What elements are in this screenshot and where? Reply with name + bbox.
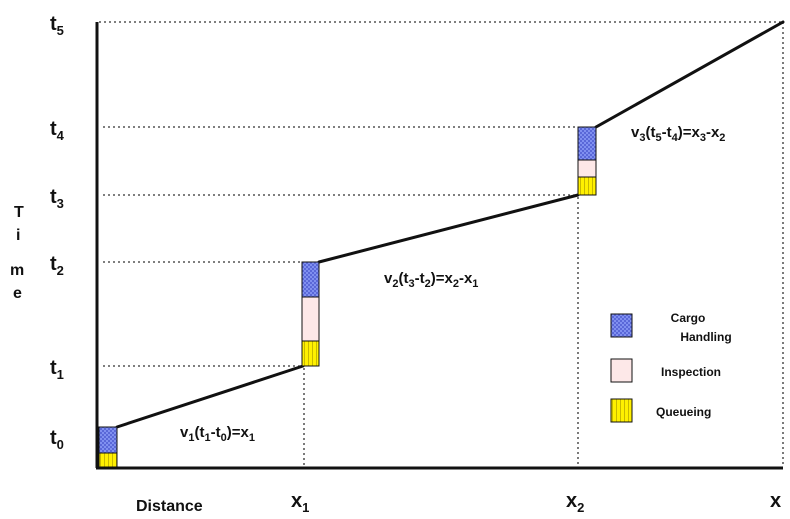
equation-subscript: 1 — [204, 432, 210, 444]
x1-cargo-block — [301, 261, 320, 298]
equation-subscript: 1 — [472, 278, 478, 290]
x1-queueing-block — [301, 340, 320, 367]
equation-text: -t — [211, 424, 221, 441]
equation-text: -t — [415, 270, 425, 287]
equation-text: -x — [706, 124, 720, 141]
equation-text: v — [384, 270, 393, 287]
distance-tick-x2: x2 — [566, 490, 584, 515]
time-tick-t0: t0 — [50, 427, 64, 452]
time-tick-t1: t1 — [50, 357, 64, 382]
y-axis-title-letter: i — [16, 227, 20, 244]
equation-subscript: 2 — [392, 278, 398, 290]
guide-lines — [99, 21, 784, 466]
travel-segment-1 — [115, 364, 305, 429]
equation-text: v — [180, 424, 189, 441]
equation-subscript: 3 — [408, 278, 414, 290]
time-tick-t5: t5 — [50, 13, 64, 38]
equation-subscript: 3 — [639, 132, 645, 144]
equation-text: -x — [459, 270, 473, 287]
equation-subscript: 2 — [453, 278, 459, 290]
travel-segment-3 — [594, 20, 785, 129]
time-tick-labels: t5 t4 t3 t2 t1 t0 — [50, 13, 65, 452]
equation-text: )=x — [227, 424, 250, 441]
stop-x2 — [577, 126, 597, 196]
y-axis-title: T i m e — [10, 204, 24, 302]
equation-subscript: 4 — [672, 132, 679, 144]
stop-origin — [98, 426, 118, 468]
origin-cargo-block — [98, 426, 118, 454]
legend-swatch-inspection — [610, 358, 633, 383]
equation-subscript: 2 — [719, 132, 725, 144]
x-axis-title: Distance — [136, 498, 203, 515]
equation-text: (t — [194, 424, 204, 441]
legend-label-cargo-handling: Handling — [680, 330, 731, 344]
equation-subscript: 0 — [221, 432, 227, 444]
travel-segment-2 — [317, 193, 580, 264]
legend: Cargo Handling Inspection Queueing — [610, 311, 732, 423]
legend-swatch-cargo-handling — [610, 313, 633, 338]
equation-segment-2: v2(t3-t2)=x2-x1 — [384, 270, 478, 290]
x2-queueing-block — [577, 176, 597, 196]
x2-inspection-block — [577, 159, 597, 178]
origin-queueing-block — [98, 452, 118, 468]
equation-text: v — [631, 124, 640, 141]
equation-segment-3: v3(t5-t4)=x3-x2 — [631, 124, 725, 144]
legend-label-cargo-handling: Cargo — [671, 311, 706, 325]
equation-subscript: 1 — [188, 432, 194, 444]
equation-text: )=x — [431, 270, 454, 287]
distance-tick-x: x — [770, 490, 781, 512]
equation-text: )=x — [678, 124, 701, 141]
legend-label-queueing: Queueing — [656, 405, 711, 419]
stop-x1 — [301, 261, 320, 367]
time-tick-t4: t4 — [50, 118, 65, 143]
equation-subscript: 5 — [655, 132, 661, 144]
x2-cargo-block — [577, 126, 597, 161]
legend-label-inspection: Inspection — [661, 365, 721, 379]
y-axis-title-letter: m — [10, 262, 24, 279]
equation-subscript: 3 — [700, 132, 706, 144]
time-tick-t3: t3 — [50, 186, 64, 211]
travel-path — [115, 20, 785, 429]
equation-subscript: 1 — [249, 432, 255, 444]
equation-text: -t — [662, 124, 672, 141]
time-tick-t2: t2 — [50, 253, 64, 278]
legend-swatch-queueing — [610, 398, 633, 423]
equation-text: (t — [645, 124, 655, 141]
distance-tick-x1: x1 — [291, 490, 309, 515]
equation-text: (t — [398, 270, 408, 287]
x1-inspection-block — [301, 296, 320, 342]
equation-segment-1: v1(t1-t0)=x1 — [180, 424, 255, 444]
y-axis-title-letter: e — [13, 285, 22, 302]
y-axis-title-letter: T — [14, 204, 24, 221]
equation-subscript: 2 — [425, 278, 431, 290]
